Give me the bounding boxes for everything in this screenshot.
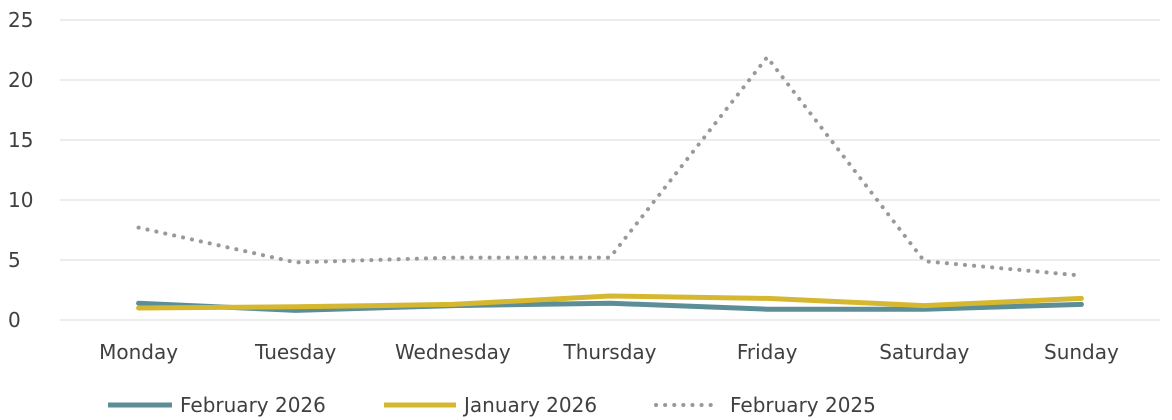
legend-label: February 2025 xyxy=(730,393,876,417)
y-tick-label: 25 xyxy=(8,8,33,32)
x-axis-category-labels: Monday Tuesday Wednesday Thursday Friday Satu… xyxy=(99,340,1119,364)
y-tick-label: 5 xyxy=(8,248,21,272)
x-category-label: Tuesday xyxy=(254,340,337,364)
legend-item: February 2026 xyxy=(108,393,326,417)
x-category-label: Sunday xyxy=(1044,340,1119,364)
x-category-label: Friday xyxy=(737,340,798,364)
x-category-label: Saturday xyxy=(879,340,969,364)
x-category-label: Thursday xyxy=(563,340,657,364)
series-line-january-2026 xyxy=(136,293,1084,311)
legend-item: January 2026 xyxy=(384,393,597,417)
legend-item: February 2025 xyxy=(654,393,876,417)
y-tick-label: 20 xyxy=(8,68,33,92)
legend: February 2026 January 2026 February 2025 xyxy=(108,393,876,417)
x-category-label: Monday xyxy=(99,340,178,364)
y-tick-label: 10 xyxy=(8,188,33,212)
legend-label: January 2026 xyxy=(462,393,597,417)
series-lines xyxy=(136,55,1084,313)
y-tick-label: 15 xyxy=(8,128,33,152)
series-line-february-2026 xyxy=(136,300,1084,313)
x-category-label: Wednesday xyxy=(395,340,511,364)
y-axis-tick-labels: 0 5 10 15 20 25 xyxy=(8,8,33,332)
gridlines xyxy=(60,19,1160,321)
y-tick-label: 0 xyxy=(8,308,21,332)
legend-label: February 2026 xyxy=(180,393,326,417)
series-line-february-2025 xyxy=(136,55,1084,278)
